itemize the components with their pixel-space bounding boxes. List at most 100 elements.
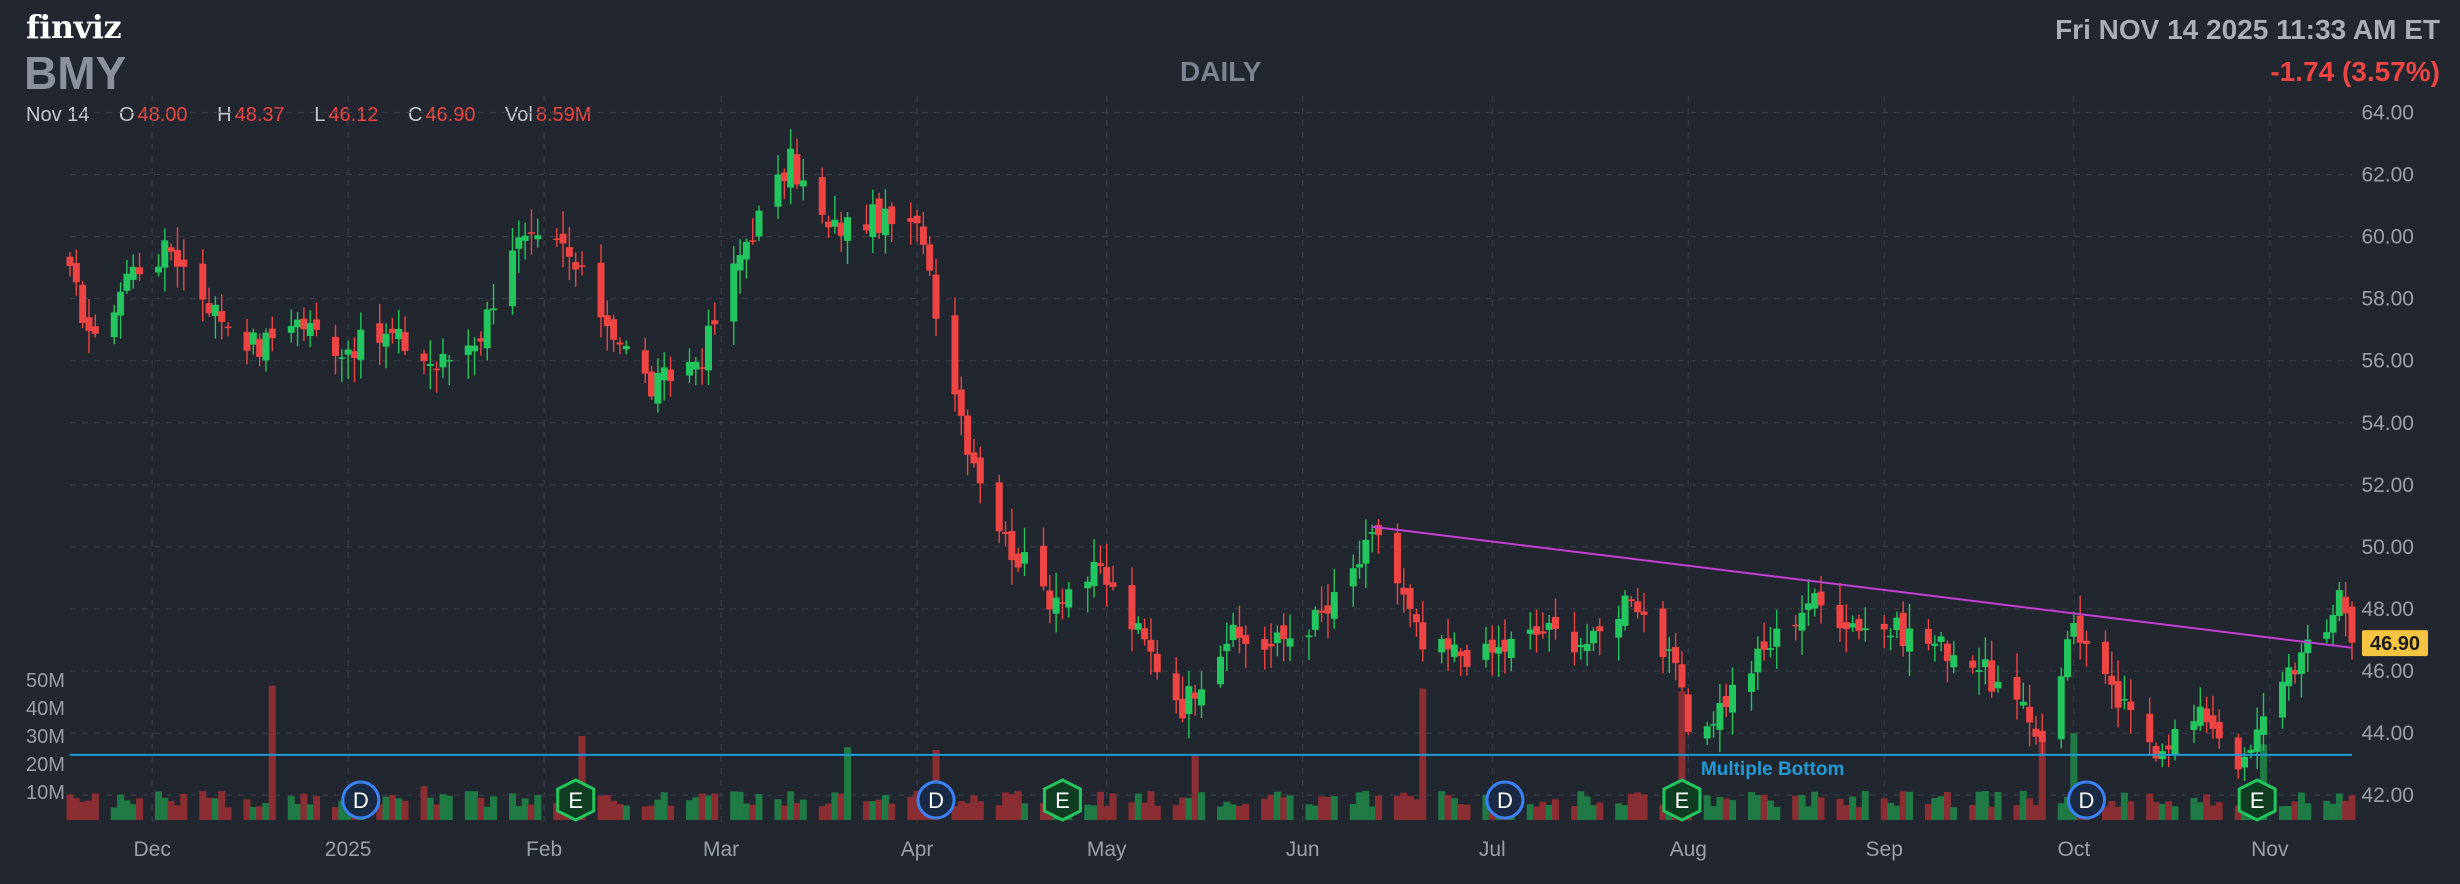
finviz-logo[interactable]: finviz [26, 8, 122, 46]
candle-body [622, 346, 630, 350]
candle-body [439, 353, 447, 368]
candle-body [1703, 726, 1711, 739]
dividend-marker[interactable]: D [2067, 780, 2107, 820]
volume-bar [85, 800, 93, 820]
candle-body [641, 350, 649, 374]
volume-bar [249, 806, 257, 820]
candle-body [471, 345, 479, 352]
candle-body [268, 328, 276, 339]
candle-body [294, 319, 302, 328]
candle-body [1552, 616, 1560, 629]
volume-bar [1134, 793, 1142, 820]
volume-bar [1406, 795, 1414, 820]
candle-body [1052, 597, 1060, 614]
candle-body [1109, 582, 1117, 588]
x-tick-label: Nov [2251, 838, 2289, 861]
earnings-marker[interactable]: E [556, 778, 596, 822]
candle-body [1792, 624, 1800, 627]
candle-body [1096, 563, 1104, 566]
earnings-marker[interactable]: E [1042, 778, 1082, 822]
candle-body [218, 311, 226, 322]
candle-body [445, 359, 453, 362]
candle-body [2070, 622, 2078, 637]
x-tick-label: 2025 [325, 838, 372, 861]
volume-bar [243, 799, 251, 820]
low-label: L [314, 104, 326, 126]
volume-bar [1450, 798, 1458, 820]
dividend-icon [1485, 780, 1525, 820]
volume-bar [1792, 795, 1800, 820]
volume-bar [1463, 804, 1471, 820]
candle-body [2342, 596, 2350, 614]
candle-body [1039, 545, 1047, 587]
candle-body [1861, 628, 1869, 631]
volume-bar [1438, 791, 1446, 820]
candle-body [1172, 673, 1180, 701]
candle-body [2026, 706, 2034, 723]
volume-bar [1235, 805, 1243, 820]
close-value: 46.90 [425, 104, 476, 126]
event-label: D [2079, 788, 2095, 813]
candle-body [2304, 639, 2312, 653]
candle-body [1754, 648, 1762, 673]
volume-bar [1216, 806, 1224, 820]
candle-body [388, 328, 396, 334]
volume-bar [755, 794, 763, 820]
volume-bar [1640, 794, 1648, 820]
candle-body [2209, 715, 2217, 729]
volume-bar [521, 798, 529, 820]
volume-bar [2070, 733, 2078, 820]
volume-bar [616, 804, 624, 820]
candle-body [1058, 602, 1066, 604]
volume-bar [641, 806, 649, 820]
volume-bar [110, 807, 118, 820]
candle-body [508, 250, 516, 307]
candle-body [1627, 599, 1635, 601]
candle-body [1798, 612, 1806, 631]
volume-bar [1400, 792, 1408, 820]
candle-body [660, 367, 668, 381]
candle-body [2165, 745, 2173, 750]
volume-bar [1362, 790, 1370, 820]
volume-bar [2064, 797, 2072, 820]
candle-body [211, 304, 219, 317]
candle-body [1880, 623, 1888, 630]
candle-body [1242, 635, 1250, 644]
earnings-marker[interactable]: E [2237, 778, 2277, 822]
dividend-marker[interactable]: D [916, 780, 956, 820]
low-value: 46.12 [328, 104, 379, 126]
candle-body [1931, 643, 1939, 646]
volume-bar [2215, 802, 2223, 820]
candle-body [1153, 653, 1161, 673]
volume-bar [1981, 790, 1989, 820]
x-tick-label: Dec [133, 838, 170, 861]
candle-body [1065, 589, 1073, 608]
volume-bar [1716, 797, 1724, 820]
candle-body [648, 371, 656, 397]
dividend-marker[interactable]: D [341, 780, 381, 820]
candle-body [1969, 660, 1977, 668]
candle-body [331, 336, 339, 356]
candle-body [831, 219, 839, 227]
x-tick-label: Jun [1286, 838, 1320, 861]
dividend-marker[interactable]: D [1485, 780, 1525, 820]
candle-body [2329, 615, 2337, 633]
candle-body [1924, 628, 1932, 644]
candle-body [1280, 625, 1288, 640]
earnings-marker[interactable]: E [1662, 778, 1702, 822]
volume-bar [1412, 799, 1420, 820]
volume-bar [1931, 798, 1939, 820]
candle-body [2260, 716, 2268, 735]
high-label: H [217, 104, 232, 126]
candle-body [1103, 567, 1111, 585]
ticker-symbol: BMY [24, 47, 127, 99]
candle-body [1640, 611, 1648, 616]
candle-body [464, 345, 472, 355]
volume-bar [578, 736, 586, 820]
candle-body [1988, 660, 1996, 692]
volume-bar [704, 795, 712, 820]
volume-bar [154, 791, 162, 820]
volume-bar [837, 793, 845, 820]
volume-bar [199, 791, 207, 820]
